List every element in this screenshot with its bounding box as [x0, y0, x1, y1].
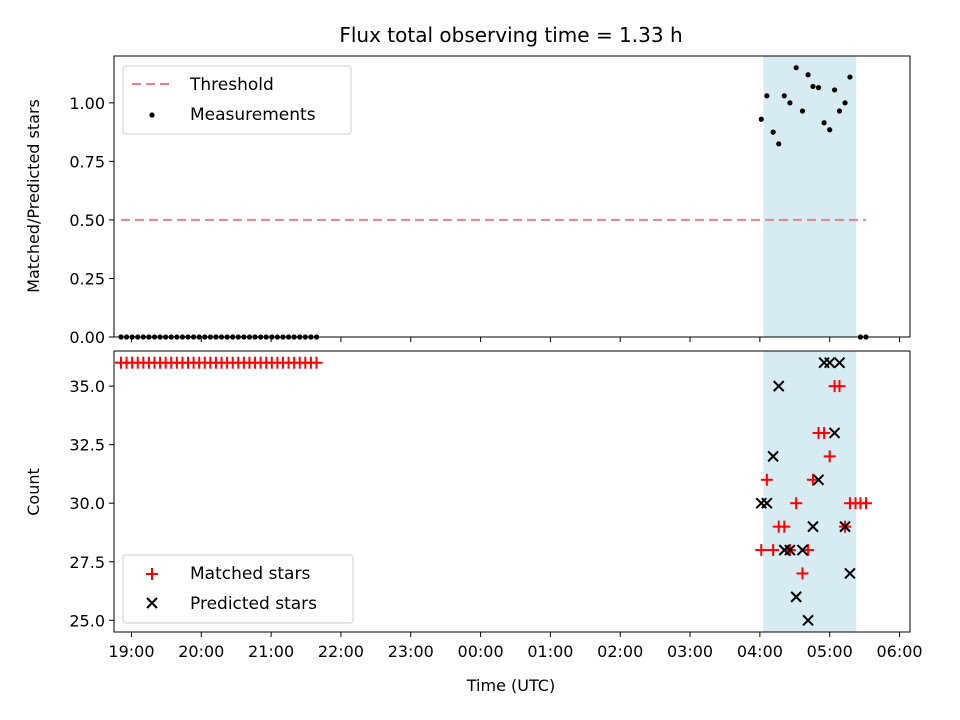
legend-measurements-swatch [149, 112, 155, 118]
x-tick-label: 00:00 [458, 642, 504, 661]
x-tick-label: 05:00 [807, 642, 853, 661]
y-tick-label: 1.00 [69, 94, 105, 113]
top-shaded-span [763, 56, 857, 337]
predicted-star-point [773, 380, 785, 392]
measurement-point [793, 65, 799, 71]
matched-star-point [767, 544, 780, 557]
top-y-label: Matched/Predicted stars [24, 99, 43, 293]
matched-star-point [860, 497, 873, 510]
measurement-point [758, 116, 764, 122]
measurement-point [781, 93, 787, 99]
matched-star-point [796, 567, 809, 580]
predicted-star-point [833, 357, 846, 369]
predicted-star-point [844, 567, 856, 580]
matched-star-point [833, 380, 846, 393]
measurement-point [787, 100, 793, 106]
matched-star-point [310, 356, 323, 369]
legend-measurements-label: Measurements [190, 105, 316, 125]
y-tick-label: 27.5 [69, 553, 105, 572]
bottom-y-label: Count [24, 468, 43, 516]
matched-star-point [778, 520, 791, 533]
bottom-panel: 25.0 27.5 30.0 32.5 35.0 19:00 20:00 21:00 22:0… [24, 350, 923, 695]
measurement-point [810, 83, 816, 90]
legend-predicted-swatch [146, 597, 158, 609]
y-tick-label: 0.50 [69, 211, 105, 230]
bottom-x-axis: 19:00 20:00 21:00 22:00 23:00 00:00 01:00 02:00… [108, 632, 923, 661]
y-tick-label: 0.75 [69, 152, 105, 171]
x-tick-label: 19:00 [108, 642, 154, 661]
measurement-point [827, 127, 833, 133]
matched-star-point [802, 544, 815, 557]
x-tick-label: 01:00 [527, 642, 573, 661]
legend-matched-label: Matched stars [190, 564, 310, 584]
measurement-point [776, 141, 782, 147]
predicted-star-point [767, 450, 779, 463]
y-tick-label: 30.0 [69, 494, 105, 513]
matched-star-point [806, 473, 819, 486]
predicted-star-point [839, 520, 851, 533]
top-y-axis: 0.00 0.25 0.50 0.75 1.00 [69, 94, 114, 347]
top-legend: Threshold Measurements [122, 65, 352, 135]
legend-predicted-label: Predicted stars [190, 594, 317, 614]
measurement-point [815, 85, 822, 91]
measurement-point [799, 108, 806, 114]
x-tick-label: 02:00 [597, 642, 643, 661]
y-tick-label: 25.0 [69, 611, 105, 630]
measurement-point [847, 74, 853, 80]
x-tick-label: 23:00 [388, 642, 434, 661]
bottom-shaded-span [763, 351, 857, 632]
x-tick-label: 22:00 [318, 642, 364, 661]
bottom-legend-box [122, 554, 354, 624]
y-tick-label: 35.0 [69, 377, 105, 396]
measurement-point [764, 93, 770, 99]
measurement-point [836, 108, 843, 114]
predicted-star-point [790, 591, 802, 603]
y-tick-label: 32.5 [69, 436, 105, 455]
predicted-star-point [802, 614, 814, 626]
measurement-point [805, 72, 811, 78]
top-legend-box [122, 65, 352, 135]
top-panel: 0.00 0.25 0.50 0.75 1.00 Matched/Predicted s… [24, 55, 911, 347]
matched-star-point [818, 426, 831, 439]
top-axes-frame [113, 55, 911, 338]
x-tick-label: 21:00 [248, 642, 294, 661]
legend-threshold-label: Threshold [189, 75, 274, 95]
predicted-star-point [796, 544, 809, 556]
predicted-star-point [823, 357, 836, 369]
y-tick-label: 0.00 [69, 328, 105, 347]
x-tick-label: 03:00 [667, 642, 713, 661]
bottom-axes-frame [113, 350, 911, 633]
matched-stars-series [114, 356, 873, 580]
predicted-star-point [812, 474, 825, 486]
matched-star-point [823, 450, 836, 463]
x-axis-label: Time (UTC) [466, 676, 555, 695]
top-x-ticks [130, 337, 901, 342]
predicted-star-point [807, 520, 819, 533]
matched-star-point [760, 473, 773, 486]
bottom-y-axis: 25.0 27.5 30.0 32.5 35.0 [69, 377, 114, 630]
bottom-legend: Matched stars Predicted stars [122, 554, 354, 624]
measurement-point [821, 120, 827, 126]
x-tick-label: 20:00 [178, 642, 224, 661]
matched-star-point [790, 497, 803, 510]
chart-title: Flux total observing time = 1.33 h [339, 23, 682, 47]
measurement-point [770, 129, 776, 135]
y-tick-label: 0.25 [69, 269, 105, 288]
x-tick-label: 04:00 [737, 642, 783, 661]
measurement-point [831, 87, 838, 93]
matched-star-point [755, 544, 768, 557]
x-tick-label: 06:00 [876, 642, 922, 661]
predicted-star-point [761, 497, 773, 509]
predicted-star-point [784, 544, 796, 556]
predicted-stars-series [755, 357, 856, 626]
predicted-star-point [828, 427, 841, 439]
measurement-point [842, 100, 848, 106]
legend-matched-swatch [146, 568, 158, 580]
